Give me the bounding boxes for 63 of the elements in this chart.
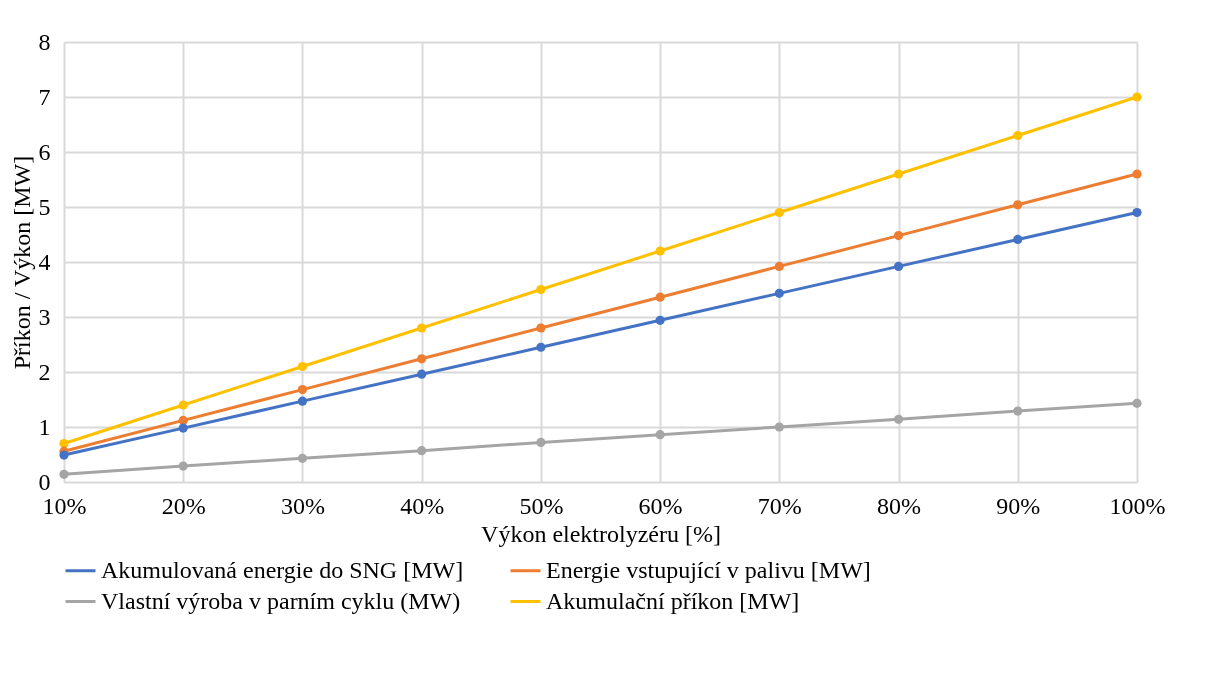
x-tick-label: 60% — [638, 492, 683, 519]
point — [59, 469, 69, 479]
point — [1132, 92, 1142, 102]
point — [774, 207, 784, 218]
point — [417, 446, 427, 456]
point — [178, 415, 188, 425]
point — [297, 385, 308, 395]
point — [1013, 130, 1023, 141]
y-tick-label: 5 — [38, 193, 51, 220]
point — [178, 461, 188, 471]
y-axis-title: Příkon / Výkon [MW] — [8, 155, 35, 370]
y-tick-label: 1 — [38, 413, 51, 440]
point — [417, 354, 427, 364]
point — [1132, 207, 1142, 218]
point — [536, 284, 546, 295]
x-tick-label: 20% — [161, 492, 206, 519]
point — [893, 231, 904, 241]
point — [774, 288, 784, 298]
point — [1013, 406, 1023, 416]
point — [655, 246, 665, 256]
legend-label: Akumulovaná energie do SNG [MW] — [101, 556, 464, 583]
x-tick-label: 90% — [996, 492, 1041, 519]
x-tick-label: 100% — [1109, 492, 1166, 519]
point — [297, 453, 308, 463]
x-tick-label: 40% — [400, 492, 445, 519]
point — [178, 400, 188, 410]
point — [655, 292, 665, 302]
point — [1013, 234, 1023, 245]
point — [1132, 398, 1142, 408]
y-tick-label: 7 — [38, 83, 51, 110]
point — [536, 437, 546, 447]
point — [1132, 169, 1142, 179]
point — [59, 450, 69, 460]
point — [536, 342, 546, 352]
point — [178, 423, 188, 433]
legend-label: Vlastní výroba v parním cyklu (MW) — [101, 587, 461, 614]
point — [417, 369, 427, 379]
point — [536, 323, 546, 333]
x-tick-label: 10% — [42, 492, 87, 519]
y-tick-label: 3 — [38, 303, 51, 330]
point — [655, 430, 665, 440]
legend-label: Energie vstupující v palivu [MW] — [546, 556, 871, 583]
x-tick-label: 50% — [519, 492, 564, 519]
y-tick-label: 6 — [38, 138, 51, 165]
legend-label: Akumulační příkon [MW] — [546, 587, 800, 614]
point — [1013, 200, 1023, 210]
y-tick-label: 2 — [38, 358, 51, 385]
x-tick-label: 70% — [757, 492, 802, 519]
point — [893, 414, 904, 424]
y-tick-label: 0 — [38, 468, 51, 495]
point — [774, 422, 784, 432]
x-axis-title: Výkon elektrolyzéru [%] — [481, 520, 721, 547]
point — [297, 396, 308, 406]
point — [655, 315, 665, 325]
point — [417, 323, 427, 333]
y-tick-label: 4 — [38, 248, 51, 275]
point — [297, 361, 308, 372]
point — [893, 261, 904, 271]
x-tick-label: 80% — [877, 492, 922, 519]
point — [893, 169, 904, 179]
y-tick-label: 8 — [38, 28, 51, 55]
x-tick-label: 30% — [280, 492, 325, 519]
point — [774, 261, 784, 271]
